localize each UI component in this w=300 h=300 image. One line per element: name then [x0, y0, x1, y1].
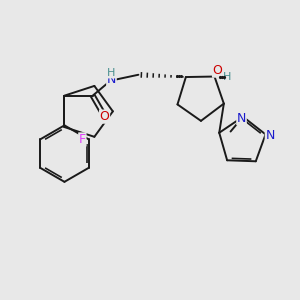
Text: O: O: [212, 64, 222, 77]
Text: N: N: [107, 73, 116, 86]
Text: N: N: [265, 129, 275, 142]
Text: H: H: [223, 72, 231, 82]
Text: H: H: [107, 68, 116, 78]
Text: N: N: [237, 112, 246, 125]
Text: O: O: [100, 110, 110, 123]
Text: F: F: [79, 133, 86, 146]
